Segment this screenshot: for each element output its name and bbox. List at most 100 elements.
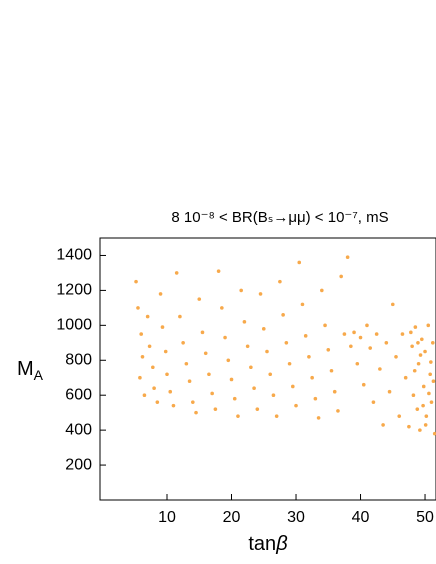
point <box>413 325 418 329</box>
point <box>431 379 436 384</box>
x-tick-label: 10 <box>158 509 176 526</box>
x-label-greek: β <box>275 533 287 555</box>
point <box>421 384 426 389</box>
point <box>349 344 353 349</box>
x-tick-label: 30 <box>287 509 305 526</box>
point <box>239 288 243 293</box>
point <box>242 320 247 324</box>
point <box>223 335 227 340</box>
point <box>387 389 392 394</box>
point <box>236 414 240 418</box>
point <box>268 372 273 377</box>
y-label-main: M <box>17 358 34 380</box>
point <box>229 377 234 382</box>
point <box>355 361 360 366</box>
point <box>313 396 318 401</box>
point <box>274 414 279 418</box>
point <box>429 400 434 404</box>
point <box>390 302 395 307</box>
point <box>187 379 192 384</box>
point <box>412 368 417 373</box>
point <box>394 354 398 359</box>
y-tick-label: 200 <box>65 456 92 473</box>
x-tick-label: 20 <box>223 509 241 526</box>
point <box>258 292 263 296</box>
x-axis-label: tanβ <box>248 533 287 555</box>
point <box>297 260 302 265</box>
point <box>316 416 321 420</box>
point <box>400 332 405 336</box>
point <box>365 323 369 328</box>
point <box>194 410 198 415</box>
y-tick-label: 1400 <box>56 247 92 264</box>
point <box>411 393 416 398</box>
point <box>226 358 231 363</box>
point <box>171 403 176 408</box>
point <box>342 332 347 336</box>
point <box>210 391 214 396</box>
y-axis-label: MA <box>17 358 44 382</box>
point <box>281 313 285 317</box>
point <box>423 423 428 427</box>
point <box>216 269 221 273</box>
point <box>429 360 433 364</box>
x-tick-label: 40 <box>352 509 370 526</box>
point <box>426 323 431 328</box>
point <box>168 389 173 394</box>
point <box>415 407 420 411</box>
point <box>265 349 269 354</box>
point <box>155 400 160 404</box>
point <box>374 332 379 336</box>
point <box>278 279 282 284</box>
point <box>310 375 314 380</box>
y-tick-label: 1000 <box>56 317 92 334</box>
point <box>323 323 327 328</box>
point <box>427 391 431 396</box>
point <box>140 354 145 359</box>
point <box>358 335 363 340</box>
y-tick-label: 1200 <box>56 282 92 299</box>
point <box>423 349 427 354</box>
point <box>252 386 256 391</box>
point <box>152 386 156 391</box>
point <box>420 337 424 342</box>
point <box>320 288 324 293</box>
point <box>191 400 195 404</box>
point <box>329 368 334 373</box>
point <box>245 344 250 349</box>
point <box>184 361 189 366</box>
point <box>378 367 382 371</box>
y-tick-label: 400 <box>65 421 92 438</box>
point <box>409 330 413 335</box>
point <box>397 414 402 418</box>
point <box>158 292 163 296</box>
point <box>421 403 425 408</box>
point <box>361 382 366 387</box>
point <box>134 279 138 284</box>
point <box>255 407 260 411</box>
point <box>430 341 435 345</box>
point <box>300 302 305 307</box>
point <box>203 351 208 356</box>
point <box>163 349 168 354</box>
point <box>220 306 224 310</box>
point <box>416 341 420 345</box>
point <box>138 375 142 380</box>
point <box>332 389 337 394</box>
point <box>307 354 311 359</box>
point <box>249 365 253 370</box>
point <box>213 407 218 411</box>
y-tick-label: 800 <box>65 351 92 368</box>
point <box>200 330 205 335</box>
point <box>290 384 295 389</box>
point <box>345 255 350 260</box>
point <box>432 431 436 436</box>
point <box>410 344 414 349</box>
point <box>271 393 276 398</box>
point <box>151 365 155 370</box>
point <box>371 400 376 404</box>
point <box>424 414 429 418</box>
point <box>418 353 423 357</box>
point <box>174 271 179 275</box>
point <box>181 341 185 345</box>
